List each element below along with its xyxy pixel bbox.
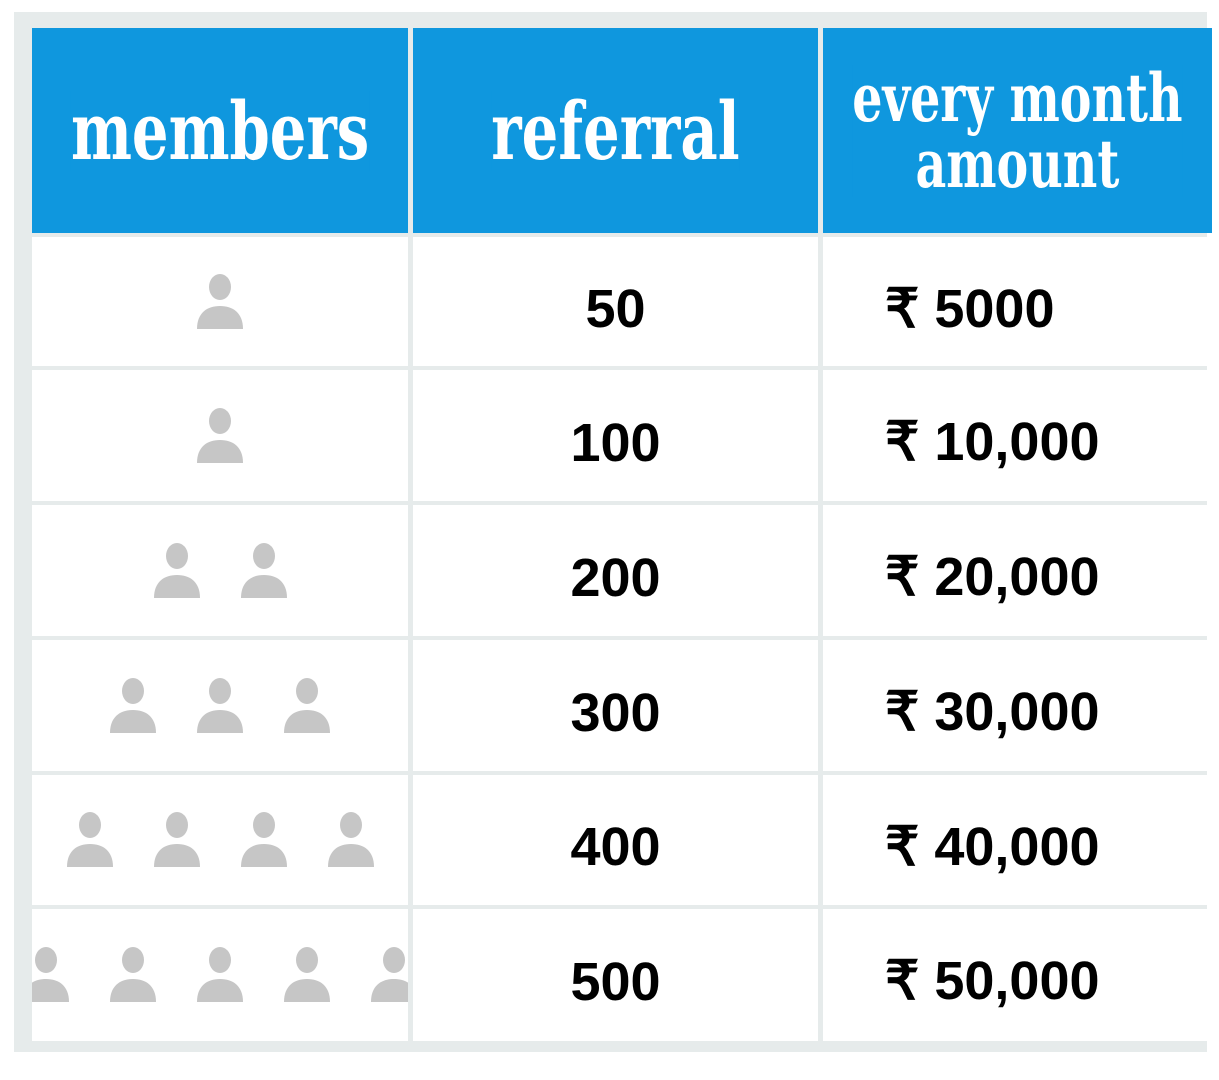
referral-cell: 100	[413, 370, 818, 501]
amount-cell: ₹ 20,000	[823, 505, 1212, 636]
amount-cell: ₹ 50,000	[823, 909, 1212, 1041]
members-cell	[32, 640, 408, 771]
referral-cell: 50	[413, 237, 818, 366]
amount-value: ₹ 50,000	[885, 951, 1100, 1011]
member-icons	[32, 946, 408, 1004]
referral-value: 50	[585, 278, 646, 339]
member-icons	[195, 407, 245, 465]
amount-value: ₹ 5000	[885, 279, 1055, 339]
header-amount-label: every month amount	[852, 58, 1183, 203]
amount-cell: ₹ 10,000	[823, 370, 1212, 501]
referral-cell: 500	[413, 909, 818, 1041]
header-amount-line1: every month	[852, 58, 1183, 137]
member-icons	[195, 273, 245, 331]
person-icon	[195, 677, 245, 735]
person-icon	[195, 946, 245, 1004]
referral-cell: 300	[413, 640, 818, 771]
amount-value: ₹ 20,000	[885, 547, 1100, 607]
header-members-label: members	[70, 83, 370, 178]
header-amount: every month amount	[823, 28, 1212, 233]
header-members: members	[32, 28, 408, 233]
person-icon	[282, 946, 332, 1004]
header-referral-label: referral	[491, 83, 740, 178]
referral-table-frame: members referral every month amount 50 ₹…	[14, 12, 1212, 1052]
person-icon	[195, 407, 245, 465]
person-icon	[239, 811, 289, 869]
members-cell	[32, 775, 408, 905]
amount-cell: ₹ 40,000	[823, 775, 1212, 905]
member-icons	[65, 811, 376, 869]
header-referral: referral	[413, 28, 818, 233]
referral-cell: 200	[413, 505, 818, 636]
referral-value: 200	[570, 547, 661, 608]
amount-cell: ₹ 30,000	[823, 640, 1212, 771]
amount-value: ₹ 40,000	[885, 817, 1100, 877]
amount-value: ₹ 10,000	[885, 412, 1100, 472]
person-icon	[65, 811, 115, 869]
referral-value: 400	[570, 817, 661, 877]
person-icon	[195, 273, 245, 331]
referral-value: 300	[570, 682, 661, 743]
members-cell	[32, 909, 408, 1041]
members-cell	[32, 370, 408, 501]
member-icons	[108, 677, 332, 735]
referral-value: 100	[570, 412, 661, 473]
amount-value: ₹ 30,000	[885, 682, 1100, 742]
person-icon	[108, 946, 158, 1004]
amount-cell: ₹ 5000	[823, 237, 1212, 366]
member-icons	[152, 542, 289, 600]
referral-value: 500	[570, 952, 661, 1012]
person-icon	[369, 946, 408, 1004]
person-icon	[108, 677, 158, 735]
members-cell	[32, 237, 408, 366]
person-icon	[152, 542, 202, 600]
person-icon	[32, 946, 71, 1004]
members-cell	[32, 505, 408, 636]
person-icon	[282, 677, 332, 735]
person-icon	[152, 811, 202, 869]
referral-cell: 400	[413, 775, 818, 905]
header-amount-line2: amount	[915, 124, 1120, 203]
person-icon	[239, 542, 289, 600]
referral-table: members referral every month amount 50 ₹…	[32, 28, 1212, 1041]
person-icon	[326, 811, 376, 869]
